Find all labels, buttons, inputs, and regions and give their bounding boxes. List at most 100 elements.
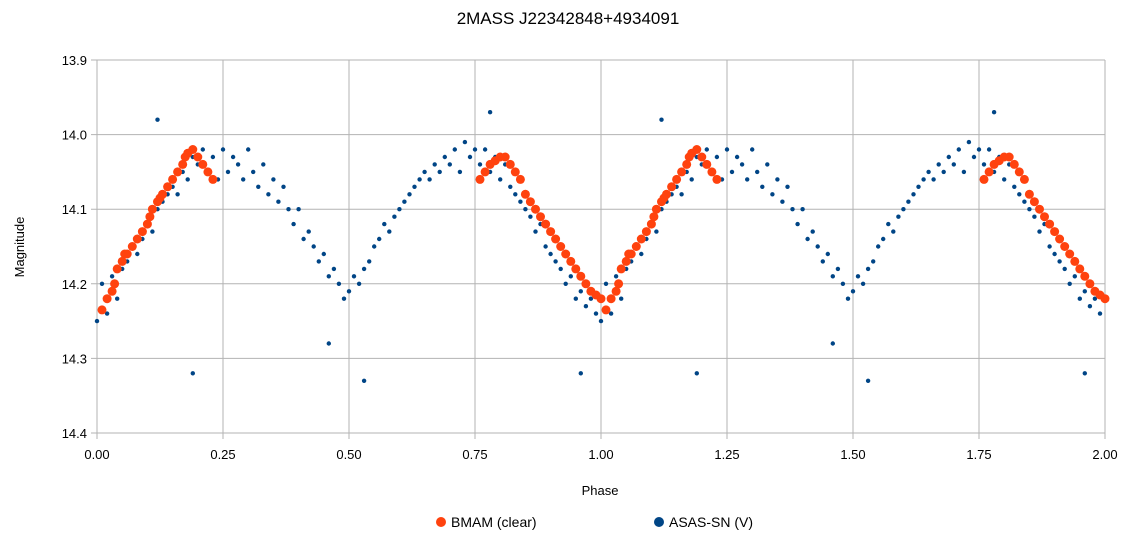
bmam-point xyxy=(107,286,117,296)
asassn-point xyxy=(417,177,422,182)
asassn-point xyxy=(235,162,241,167)
asassn-point xyxy=(896,214,901,219)
x-axis: 0.00 0.25 0.50 0.75 1.00 1.25 1.50 1.75 2.00 xyxy=(84,447,1117,462)
legend-marker-bmam xyxy=(436,517,446,527)
asassn-point xyxy=(175,192,180,197)
bmam-point xyxy=(188,145,198,154)
asassn-point xyxy=(850,289,856,294)
asassn-point xyxy=(951,162,956,167)
asassn-point xyxy=(104,311,110,316)
y-tick-label: 14.2 xyxy=(62,277,87,292)
bmam-point xyxy=(541,219,551,229)
asassn-point xyxy=(356,281,362,286)
asassn-point xyxy=(1097,311,1103,316)
asassn-point xyxy=(261,162,266,167)
asassn-point xyxy=(115,296,120,301)
asassn-point xyxy=(241,177,246,182)
bmam-point xyxy=(1009,159,1019,169)
bmam-point xyxy=(677,167,687,177)
asassn-point xyxy=(397,207,402,212)
asassn-point xyxy=(361,266,367,272)
bmam-point xyxy=(1019,174,1029,184)
asassn-point xyxy=(865,266,871,272)
asassn-point xyxy=(422,169,427,175)
asassn-point xyxy=(986,147,992,152)
bmam-point xyxy=(1100,294,1110,304)
bmam-point xyxy=(1055,234,1065,244)
bmam-point xyxy=(505,159,515,169)
asassn-point xyxy=(926,169,931,175)
bmam-point xyxy=(649,212,659,222)
asassn-point xyxy=(921,177,926,182)
asassn-point xyxy=(724,147,730,152)
y-tick-label: 14.3 xyxy=(62,351,87,366)
bmam-point xyxy=(536,212,545,222)
asassn-point xyxy=(382,221,387,227)
asassn-point xyxy=(367,259,372,264)
asassn-point xyxy=(392,214,397,219)
x-tick-label: 0.25 xyxy=(210,447,235,462)
bmam-point xyxy=(132,234,142,244)
bmam-point xyxy=(168,174,178,184)
asassn-point xyxy=(457,169,463,175)
asassn-point xyxy=(1067,281,1072,286)
bmam-point xyxy=(561,249,571,259)
bmam-point xyxy=(163,182,173,192)
asassn-point xyxy=(482,147,488,152)
asassn-point xyxy=(760,184,765,189)
asassn-point xyxy=(750,147,755,152)
asassn-point xyxy=(462,139,468,145)
asassn-point xyxy=(1027,207,1032,212)
asassn-point xyxy=(301,236,306,242)
asassn-point xyxy=(1037,229,1042,234)
asassn-point xyxy=(603,281,609,286)
y-tick-label: 14.4 xyxy=(62,426,87,441)
asassn-point xyxy=(1012,184,1017,189)
bmam-point xyxy=(601,305,611,315)
asassn-point xyxy=(533,229,538,234)
legend: BMAM (clear) ASAS-SN (V) xyxy=(436,514,753,530)
bmam-point xyxy=(198,159,208,169)
bmam-point xyxy=(1004,152,1014,162)
asassn-point xyxy=(891,229,896,234)
asassn-point xyxy=(619,296,624,301)
bmam-point xyxy=(145,212,155,222)
asassn-point xyxy=(830,341,835,346)
asassn-point xyxy=(785,184,790,189)
asassn-point xyxy=(613,274,619,279)
bmam-point xyxy=(1050,227,1060,237)
asassn-point xyxy=(1052,251,1057,257)
asassn-point xyxy=(1082,289,1088,294)
asassn-point xyxy=(689,177,694,182)
bmam-point xyxy=(1085,279,1095,289)
asassn-point xyxy=(956,147,961,152)
bmam-point xyxy=(173,167,183,177)
bmam-point xyxy=(1060,242,1070,251)
asassn-point xyxy=(931,177,936,182)
asassn-point xyxy=(372,244,377,249)
bmam-point xyxy=(1075,264,1085,274)
asassn-point xyxy=(815,244,820,249)
asassn-point xyxy=(336,281,342,286)
asassn-point xyxy=(351,274,357,279)
asassn-point xyxy=(135,251,140,257)
plot-area xyxy=(94,110,1110,383)
asassn-point xyxy=(94,318,100,324)
asassn-point xyxy=(331,266,337,272)
bmam-point xyxy=(475,174,485,184)
bmam-point xyxy=(566,256,576,266)
series-bmam xyxy=(97,145,1110,315)
series-asassn xyxy=(94,110,1103,383)
asassn-point xyxy=(200,147,205,152)
asassn-point xyxy=(477,162,483,167)
asassn-point xyxy=(553,259,558,264)
asassn-point xyxy=(472,147,478,152)
bmam-point xyxy=(1024,189,1034,199)
asassn-point xyxy=(886,221,891,227)
bmam-point xyxy=(203,167,213,177)
asassn-point xyxy=(518,199,523,204)
asassn-point xyxy=(341,296,347,301)
y-axis-label: Magnitude xyxy=(12,217,27,278)
asassn-point xyxy=(326,274,331,279)
bmam-point xyxy=(178,159,188,169)
